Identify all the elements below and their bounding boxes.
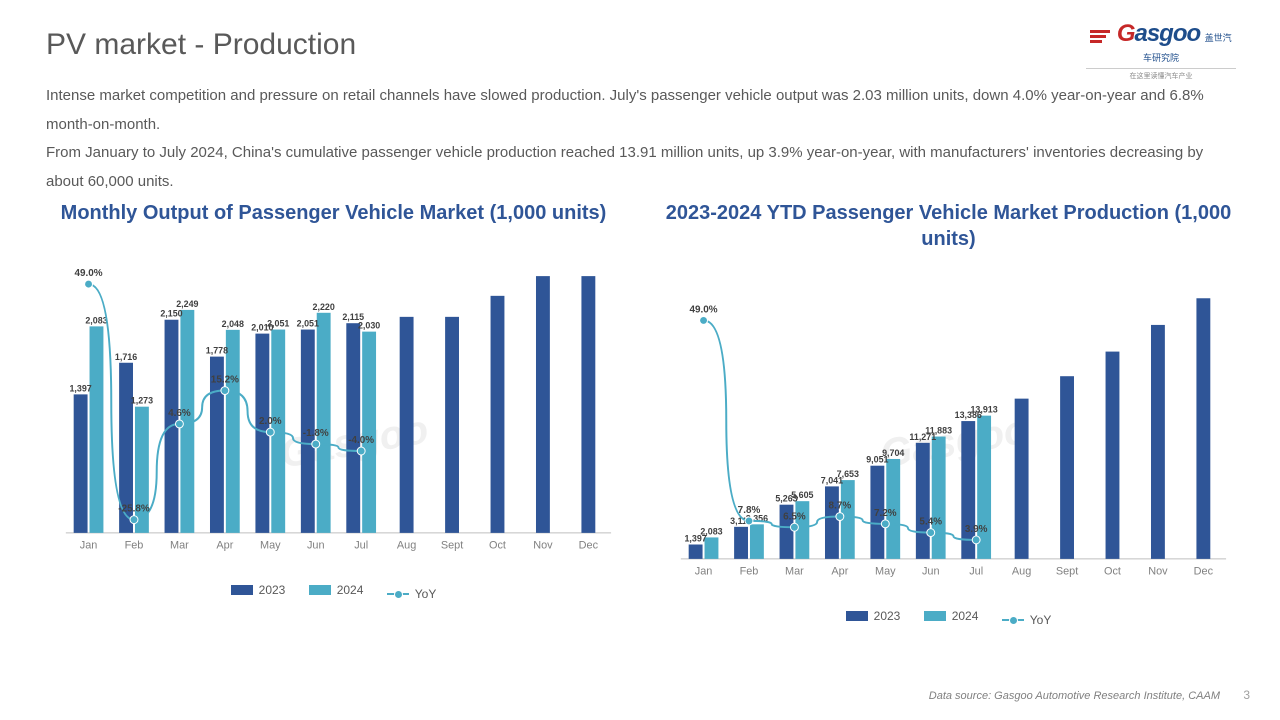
svg-text:Oct: Oct bbox=[489, 540, 506, 552]
svg-text:1,716: 1,716 bbox=[115, 352, 137, 362]
svg-text:2,115: 2,115 bbox=[342, 312, 364, 322]
svg-text:May: May bbox=[875, 566, 896, 578]
svg-text:2,010: 2,010 bbox=[251, 323, 273, 333]
legend-right: 2023 2024 YoY bbox=[661, 609, 1236, 627]
svg-text:49.0%: 49.0% bbox=[74, 268, 102, 279]
data-source: Data source: Gasgoo Automotive Research … bbox=[929, 690, 1220, 702]
svg-text:Sept: Sept bbox=[441, 540, 463, 552]
svg-text:Mar: Mar bbox=[785, 566, 804, 578]
svg-text:Feb: Feb bbox=[740, 566, 759, 578]
body-text: Intense market competition and pressure … bbox=[46, 82, 1236, 196]
svg-text:2,048: 2,048 bbox=[222, 319, 244, 329]
svg-text:1,778: 1,778 bbox=[206, 346, 228, 356]
svg-text:3.9%: 3.9% bbox=[965, 524, 988, 535]
monthly-output-chart: Monthly Output of Passenger Vehicle Mark… bbox=[46, 200, 621, 627]
svg-text:May: May bbox=[260, 540, 281, 552]
svg-text:9,051: 9,051 bbox=[866, 455, 888, 465]
svg-text:5,263: 5,263 bbox=[775, 494, 797, 504]
svg-text:Mar: Mar bbox=[170, 540, 189, 552]
svg-text:1,397: 1,397 bbox=[684, 534, 706, 544]
svg-text:2,220: 2,220 bbox=[313, 302, 335, 312]
svg-text:5.4%: 5.4% bbox=[919, 517, 942, 528]
svg-text:15.2%: 15.2% bbox=[211, 375, 239, 386]
paragraph-2: From January to July 2024, China's cumul… bbox=[46, 139, 1236, 196]
svg-text:Nov: Nov bbox=[533, 540, 553, 552]
chart-title-left: Monthly Output of Passenger Vehicle Mark… bbox=[46, 200, 621, 226]
svg-text:Jul: Jul bbox=[969, 566, 983, 578]
svg-text:7.8%: 7.8% bbox=[738, 505, 761, 516]
svg-text:1,397: 1,397 bbox=[69, 383, 91, 393]
svg-text:-4.0%: -4.0% bbox=[348, 435, 374, 446]
svg-text:Dec: Dec bbox=[1194, 566, 1214, 578]
chart-title-right: 2023-2024 YTD Passenger Vehicle Market P… bbox=[661, 200, 1236, 252]
svg-text:-25.8%: -25.8% bbox=[118, 504, 150, 515]
svg-text:Nov: Nov bbox=[1148, 566, 1168, 578]
svg-text:2.0%: 2.0% bbox=[259, 416, 282, 427]
svg-text:49.0%: 49.0% bbox=[689, 304, 717, 315]
brand-logo: Gasgoo 盖世汽车研究院 在这里读懂汽车产业 bbox=[1086, 20, 1236, 81]
ytd-production-chart: 2023-2024 YTD Passenger Vehicle Market P… bbox=[661, 200, 1236, 627]
page-number: 3 bbox=[1243, 688, 1250, 702]
svg-text:Dec: Dec bbox=[579, 540, 599, 552]
svg-text:2,150: 2,150 bbox=[160, 309, 182, 319]
svg-text:7,041: 7,041 bbox=[821, 475, 843, 485]
svg-text:Jun: Jun bbox=[922, 566, 940, 578]
svg-text:11,271: 11,271 bbox=[909, 432, 936, 442]
svg-text:4.6%: 4.6% bbox=[168, 408, 191, 419]
svg-text:13,386: 13,386 bbox=[955, 410, 982, 420]
svg-text:Feb: Feb bbox=[125, 540, 144, 552]
svg-text:2,249: 2,249 bbox=[176, 299, 198, 309]
svg-text:8.7%: 8.7% bbox=[829, 501, 852, 512]
svg-text:7.2%: 7.2% bbox=[874, 508, 897, 519]
svg-text:Jan: Jan bbox=[80, 540, 98, 552]
svg-text:Apr: Apr bbox=[831, 566, 848, 578]
legend-left: 2023 2024 YoY bbox=[46, 583, 621, 601]
svg-text:Apr: Apr bbox=[216, 540, 233, 552]
svg-text:6.5%: 6.5% bbox=[783, 511, 806, 522]
svg-text:1,273: 1,273 bbox=[131, 396, 153, 406]
svg-text:Jun: Jun bbox=[307, 540, 325, 552]
svg-text:-1.8%: -1.8% bbox=[303, 428, 329, 439]
page-title: PV market - Production bbox=[46, 28, 356, 62]
paragraph-1: Intense market competition and pressure … bbox=[46, 82, 1236, 139]
svg-text:Sept: Sept bbox=[1056, 566, 1078, 578]
svg-text:Aug: Aug bbox=[1012, 566, 1031, 578]
svg-text:2,051: 2,051 bbox=[297, 319, 319, 329]
svg-text:2,083: 2,083 bbox=[85, 315, 107, 325]
svg-text:Jan: Jan bbox=[695, 566, 713, 578]
svg-text:Aug: Aug bbox=[397, 540, 416, 552]
svg-text:Oct: Oct bbox=[1104, 566, 1121, 578]
svg-text:Jul: Jul bbox=[354, 540, 368, 552]
